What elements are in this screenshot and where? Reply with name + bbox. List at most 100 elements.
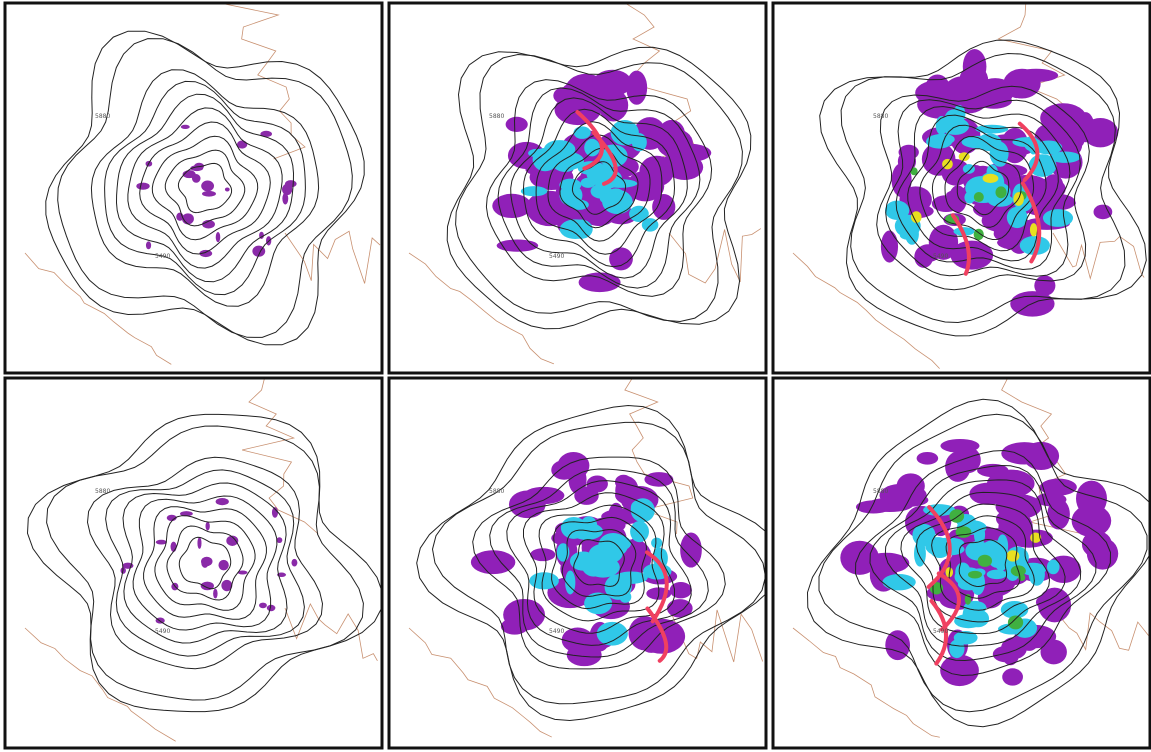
purple-shading [171, 542, 177, 552]
panel-bg [5, 378, 382, 748]
purple-shading [1040, 479, 1077, 496]
panel-content: 5880 5490 [389, 378, 781, 748]
contour-label: 5880 [95, 113, 110, 120]
panel-bg [5, 3, 382, 373]
purple-shading [881, 231, 898, 263]
cyan-shading [602, 190, 633, 214]
purple-shading [216, 232, 221, 242]
purple-shading [1001, 442, 1047, 464]
contour-label: 5490 [933, 628, 948, 635]
cyan-shading [905, 223, 919, 244]
purple-shading [259, 603, 267, 609]
panel-content: 5880 5490 [5, 3, 382, 373]
purple-shading [225, 187, 230, 191]
purple-shading [945, 452, 970, 482]
cyan-shading [949, 639, 964, 658]
green-shading [1030, 223, 1037, 236]
purple-shading [940, 439, 979, 453]
cyan-shading [987, 570, 1007, 580]
purple-shading [282, 193, 288, 205]
purple-shading [558, 452, 590, 479]
purple-shading [917, 452, 939, 465]
contour-label: 5490 [155, 628, 170, 635]
cyan-shading [606, 585, 626, 596]
green-shading [956, 526, 972, 538]
green-shading [1006, 550, 1019, 561]
contour-label: 5880 [489, 488, 504, 495]
cyan-shading [1029, 563, 1045, 585]
cyan-shading [561, 517, 587, 539]
purple-shading [156, 540, 167, 545]
purple-shading [1087, 538, 1118, 570]
green-shading [911, 211, 922, 223]
purple-shading [1002, 668, 1023, 685]
purple-shading [637, 620, 665, 653]
purple-shading [146, 241, 151, 249]
contour-label: 5880 [873, 488, 888, 495]
purple-shading [213, 589, 217, 599]
purple-shading [1047, 499, 1070, 530]
map-panel: 5880 5490 [389, 378, 781, 748]
purple-shading [993, 646, 1019, 662]
purple-shading [915, 80, 958, 105]
cyan-shading [966, 609, 989, 627]
cyan-shading [574, 126, 591, 139]
purple-shading [291, 559, 297, 567]
purple-shading [587, 475, 608, 492]
purple-shading [986, 479, 1006, 499]
purple-shading [206, 522, 210, 531]
purple-shading [558, 104, 593, 118]
panel-content: 5880 5490 [773, 3, 1150, 373]
purple-shading [216, 498, 229, 505]
purple-shading [959, 65, 988, 95]
purple-shading [579, 273, 621, 293]
purple-shading [277, 537, 283, 543]
contour-label: 5490 [549, 253, 564, 260]
cyan-shading [630, 521, 649, 542]
green-shading [1008, 615, 1023, 629]
contour-label: 5490 [933, 253, 948, 260]
green-shading [968, 571, 982, 579]
map-panel: 5880 5490 [5, 378, 383, 748]
contour-label: 5490 [549, 628, 564, 635]
purple-shading [181, 125, 190, 129]
panel-content: 5880 5490 [5, 378, 383, 748]
green-shading [995, 186, 1006, 198]
purple-shading [501, 618, 529, 634]
purple-shading [202, 191, 216, 197]
map-panel: 5880 5490 [773, 3, 1150, 373]
panel-content: 5880 5490 [773, 378, 1151, 748]
purple-shading [856, 500, 891, 513]
purple-shading [285, 180, 297, 187]
panel-content: 5880 5490 [389, 3, 766, 373]
page: 5880 5490 5880 5490 5880 5490 5880 5490 5880 5490… [0, 0, 1151, 752]
contour-label: 5880 [95, 488, 110, 495]
contour-label: 5880 [873, 113, 888, 120]
purple-shading [506, 117, 528, 132]
purple-shading [184, 170, 195, 178]
map-panel: 5880 5490 [389, 3, 766, 373]
purple-shading [201, 180, 214, 191]
contour-label: 5490 [155, 253, 170, 260]
green-shading [978, 555, 992, 567]
purple-shading [1014, 69, 1058, 82]
green-shading [974, 192, 984, 202]
purple-shading [201, 558, 208, 568]
cyan-shading [975, 125, 1008, 134]
cyan-shading [1050, 152, 1080, 163]
cyan-shading [1043, 209, 1073, 227]
map-panel: 5880 5490 [773, 378, 1151, 748]
map-panel: 5880 5490 [5, 3, 382, 373]
purple-shading [197, 537, 201, 549]
purple-shading [593, 70, 632, 96]
cyan-shading [521, 186, 547, 196]
purple-shading [136, 183, 149, 190]
purple-shading [1094, 205, 1113, 220]
green-shading [983, 174, 999, 183]
map-grid: 5880 5490 5880 5490 5880 5490 5880 5490 5880 5490… [0, 0, 1151, 752]
cyan-shading [651, 538, 662, 549]
purple-shading [218, 560, 228, 571]
contour-label: 5880 [489, 113, 504, 120]
cyan-shading [970, 545, 981, 558]
cyan-shading [584, 139, 600, 157]
